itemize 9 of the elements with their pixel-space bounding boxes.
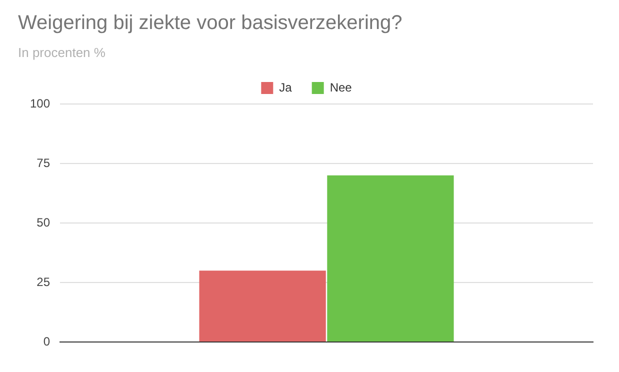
legend-label: Ja	[279, 80, 292, 94]
y-tick-label: 100	[30, 96, 50, 110]
y-tick-label: 25	[36, 274, 50, 289]
y-tick-label: 50	[36, 215, 50, 230]
chart-title: Weigering bij ziekte voor basisverzekering?	[18, 12, 402, 35]
y-tick-label: 75	[36, 156, 50, 170]
legend-label: Nee	[330, 80, 352, 94]
y-tick-label: 0	[43, 334, 50, 348]
chart-subtitle: In procenten %	[18, 45, 106, 60]
